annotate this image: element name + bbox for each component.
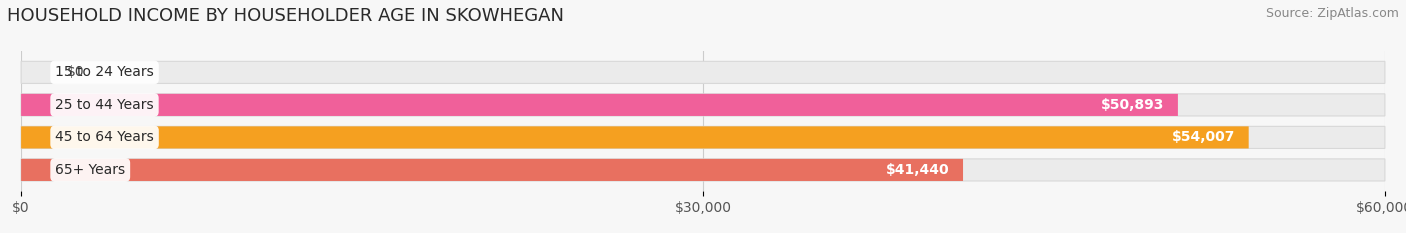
Text: $41,440: $41,440 [886,163,949,177]
FancyBboxPatch shape [21,126,1385,148]
Text: $50,893: $50,893 [1101,98,1164,112]
FancyBboxPatch shape [21,126,1249,148]
FancyBboxPatch shape [21,159,1385,181]
Text: 45 to 64 Years: 45 to 64 Years [55,130,153,144]
Text: $0: $0 [66,65,84,79]
FancyBboxPatch shape [21,159,963,181]
Text: Source: ZipAtlas.com: Source: ZipAtlas.com [1265,7,1399,20]
Text: $54,007: $54,007 [1171,130,1234,144]
Text: 65+ Years: 65+ Years [55,163,125,177]
Text: HOUSEHOLD INCOME BY HOUSEHOLDER AGE IN SKOWHEGAN: HOUSEHOLD INCOME BY HOUSEHOLDER AGE IN S… [7,7,564,25]
Text: 25 to 44 Years: 25 to 44 Years [55,98,153,112]
Text: 15 to 24 Years: 15 to 24 Years [55,65,153,79]
FancyBboxPatch shape [21,61,1385,83]
FancyBboxPatch shape [21,94,1178,116]
FancyBboxPatch shape [21,94,1385,116]
